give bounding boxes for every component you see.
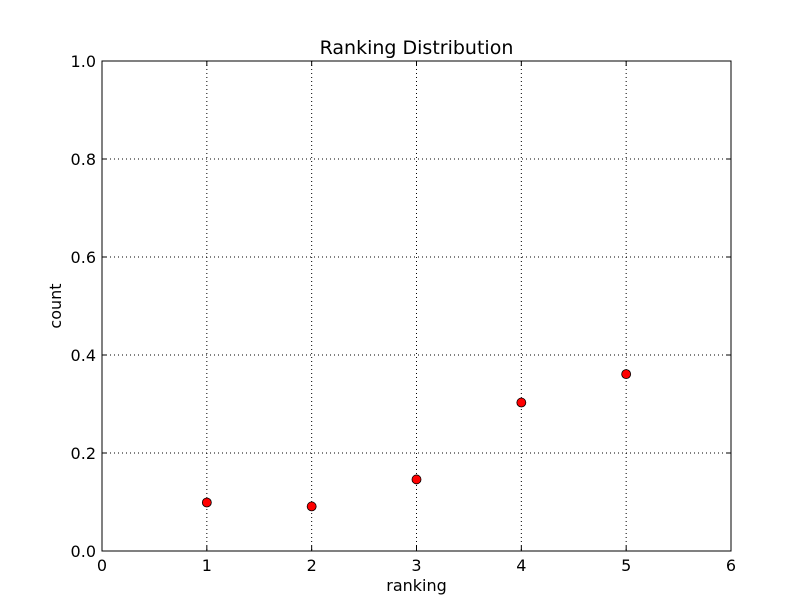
x-tick-label: 2 <box>307 556 317 575</box>
y-tick-label: 0.2 <box>71 444 96 463</box>
x-tick-label: 3 <box>411 556 421 575</box>
x-tick-label: 5 <box>621 556 631 575</box>
data-point <box>621 369 632 380</box>
y-tick-label: 0.8 <box>71 150 96 169</box>
y-axis-label: count <box>46 283 65 328</box>
chart-title: Ranking Distribution <box>320 37 514 59</box>
data-points <box>201 369 632 512</box>
x-tick-label: 4 <box>516 556 526 575</box>
y-tick-labels: 0.0 0.2 0.4 0.6 0.8 1.0 <box>71 52 96 561</box>
x-tick-label: 0 <box>97 556 107 575</box>
data-point <box>201 497 212 508</box>
y-tick-label: 0.6 <box>71 248 96 267</box>
grid-lines <box>102 61 731 551</box>
data-point <box>516 397 527 408</box>
tick-marks <box>101 60 732 552</box>
x-tick-labels: 0 1 2 3 4 5 6 <box>97 556 736 575</box>
y-tick-label: 1.0 <box>71 52 96 71</box>
y-tick-label: 0.0 <box>71 542 96 561</box>
data-point <box>306 501 317 512</box>
x-tick-label: 6 <box>726 556 736 575</box>
data-point <box>411 474 422 485</box>
x-axis-label: ranking <box>386 576 447 595</box>
x-tick-label: 1 <box>202 556 212 575</box>
y-tick-label: 0.4 <box>71 346 96 365</box>
